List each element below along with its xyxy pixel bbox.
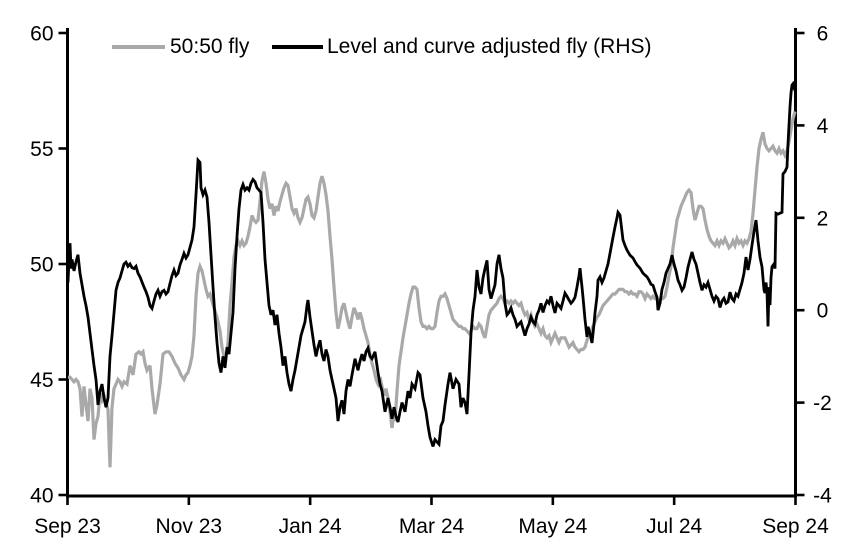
left-axis-tick-label: 40 <box>30 485 53 508</box>
legend-swatch-level-curve-adjusted-fly <box>272 45 323 49</box>
legend-label-level-curve-adjusted-fly: Level and curve adjusted fly (RHS) <box>327 35 652 58</box>
x-axis-tick-label: Sep 23 <box>34 515 101 538</box>
legend-swatch-5050-fly <box>112 45 165 49</box>
right-axis-tick-label: 2 <box>817 207 829 230</box>
left-axis-tick-label: 45 <box>30 369 53 392</box>
x-axis-tick-label: Sep 24 <box>762 515 829 538</box>
series-line-level-curve-adjusted-fly <box>66 80 797 448</box>
x-axis-tick-label: Mar 24 <box>399 515 465 538</box>
left-axis-tick-label: 55 <box>30 138 53 161</box>
right-axis-tick-label: 4 <box>817 115 829 138</box>
left-axis-tick-label: 50 <box>30 254 53 277</box>
x-axis-tick-label: May 24 <box>518 515 587 538</box>
right-axis-tick-label: 0 <box>817 300 829 323</box>
x-axis-tick-label: Nov 23 <box>156 515 223 538</box>
series-line-5050-fly <box>68 111 797 468</box>
x-axis-tick-label: Jul 24 <box>646 515 702 538</box>
right-axis-tick-label: -4 <box>813 485 832 508</box>
right-axis-tick-label: 6 <box>817 23 829 46</box>
legend-label-5050-fly: 50:50 fly <box>170 35 250 58</box>
right-axis-tick-label: -2 <box>813 392 832 415</box>
x-axis-tick-label: Jan 24 <box>279 515 342 538</box>
left-axis-tick-label: 60 <box>30 23 53 46</box>
